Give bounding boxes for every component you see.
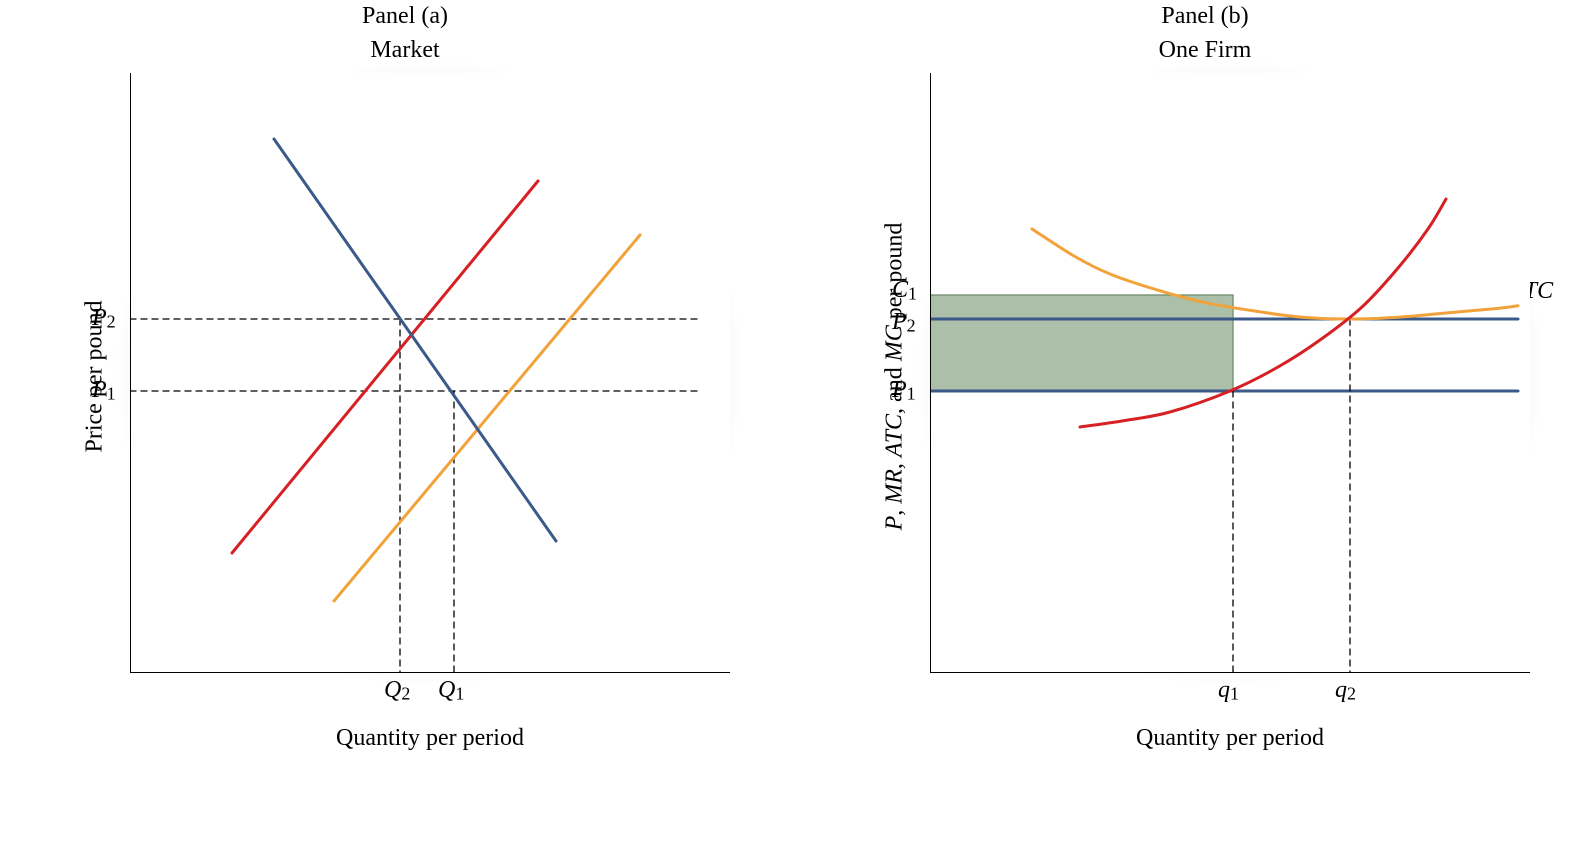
panel-b-title-1: Panel (b) (880, 0, 1530, 34)
panel-b-svg (930, 73, 1530, 673)
panel-b: Panel (b) One Firm C1 P2 P1 q1 q2 MC ATC… (880, 0, 1530, 752)
figure: Panel (a) Market P2 P1 Q2 Q1 S2 S1 D Pri… (0, 0, 1582, 866)
panel-a-xlabel-q1: Q1 (438, 677, 464, 705)
panel-a: Panel (a) Market P2 P1 Q2 Q1 S2 S1 D Pri… (80, 0, 730, 752)
panel-b-xlabel-q1: q1 (1218, 677, 1239, 705)
panel-b-xlabel-q2: q2 (1335, 677, 1356, 705)
panel-a-x-axis-label: Quantity per period (130, 725, 730, 752)
panel-a-title-1: Panel (a) (80, 0, 730, 34)
panel-a-svg (130, 73, 730, 673)
panel-b-y-axis-label: P, MR, ATC, and MC per pound (882, 177, 909, 577)
panel-b-plot: C1 P2 P1 q1 q2 MC ATC MR2 MR1 P, MR, ATC… (930, 73, 1530, 673)
panel-a-xlabel-q2: Q2 (384, 677, 410, 705)
panel-a-plot: P2 P1 Q2 Q1 S2 S1 D Price per pound (130, 73, 730, 673)
panel-b-x-axis-label: Quantity per period (930, 725, 1530, 752)
panel-a-y-axis-label: Price per pound (82, 227, 109, 527)
